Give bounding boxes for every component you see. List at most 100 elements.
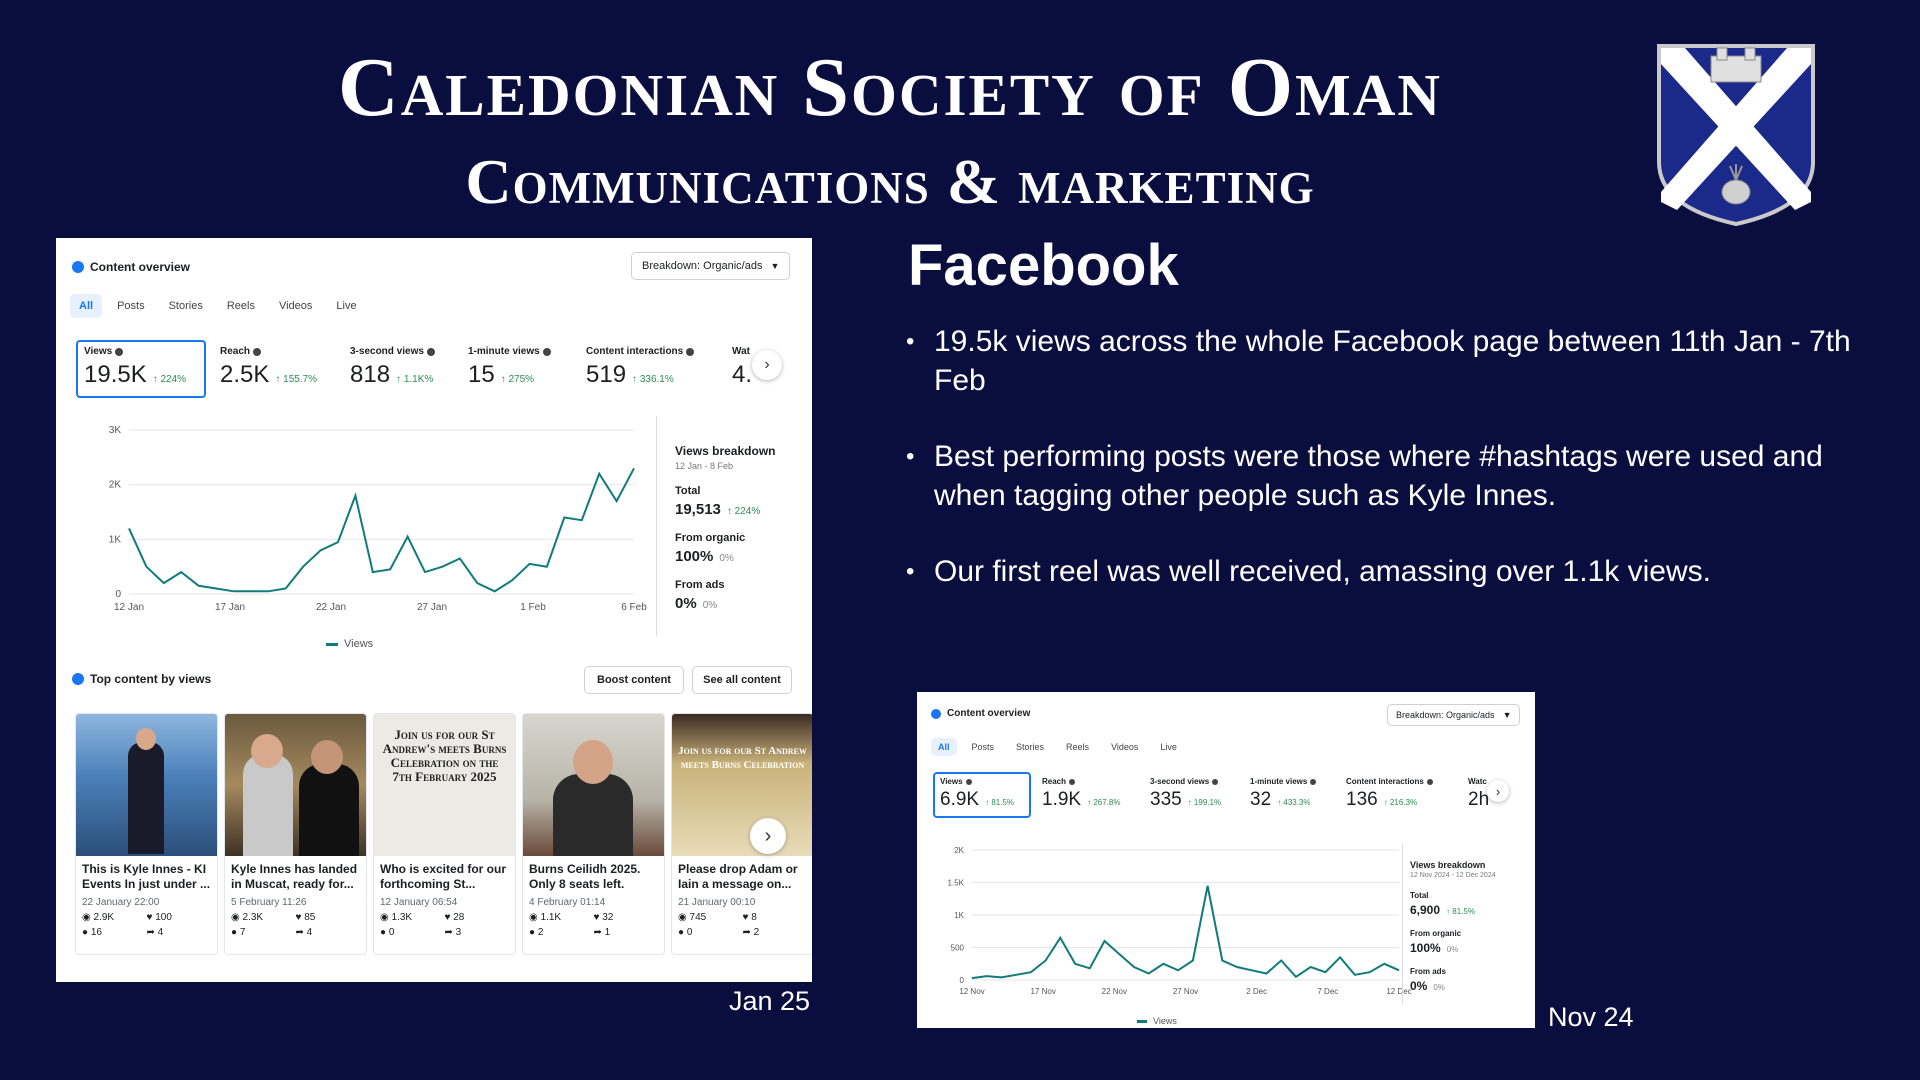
tab-live[interactable]: Live bbox=[1160, 742, 1177, 752]
metric-label: Wat bbox=[732, 346, 750, 357]
metric-change: ↑ 275% bbox=[500, 374, 535, 385]
breakdown-organic-label: From organic bbox=[1410, 929, 1462, 938]
tab-videos[interactable]: Videos bbox=[278, 300, 313, 312]
breakdown-title: Views breakdown bbox=[675, 444, 776, 458]
breakdown-ads-change: 0% bbox=[702, 600, 718, 611]
card-title: Please drop Adam or Iain a message on... bbox=[678, 862, 798, 891]
tab-all[interactable]: All bbox=[931, 738, 957, 756]
tab-all[interactable]: All bbox=[70, 294, 103, 318]
content-card[interactable]: Join us for our St Andrew meets Burns Ce… bbox=[671, 713, 812, 955]
content-tabs: All Posts Stories Reels Videos Live bbox=[931, 738, 1192, 756]
comment-icon: ● bbox=[82, 927, 91, 938]
y-tick-label: 500 bbox=[951, 944, 965, 953]
metric-value: 136 bbox=[1346, 789, 1378, 810]
post-thumbnail: Join us for our St Andrew's meets Burns … bbox=[374, 714, 515, 856]
content-card[interactable]: This is Kyle Innes - KI Events In just u… bbox=[75, 713, 218, 955]
info-icon bbox=[686, 347, 695, 356]
metric-change: ↑ 216.3% bbox=[1383, 798, 1418, 807]
share-icon: ➦ bbox=[295, 927, 307, 938]
card-likes: 85 bbox=[304, 912, 316, 923]
metric-label: 1-minute views bbox=[468, 346, 540, 357]
tab-stories[interactable]: Stories bbox=[168, 300, 203, 312]
breakdown-organic-value: 100% bbox=[1410, 941, 1441, 955]
card-shares: 4 bbox=[306, 927, 313, 938]
metric-content-interactions[interactable]: Content interactions 519 ↑ 336.1% bbox=[580, 340, 726, 398]
tab-posts[interactable]: Posts bbox=[117, 300, 145, 312]
comment-icon: ● bbox=[529, 927, 538, 938]
info-icon bbox=[426, 347, 435, 356]
metric-reach[interactable]: Reach 1.9K ↑ 267.8% bbox=[1037, 772, 1145, 818]
metric-3-second-views[interactable]: 3-second views 335 ↑ 199.1% bbox=[1145, 772, 1245, 818]
facebook-icon bbox=[931, 708, 941, 719]
post-thumbnail bbox=[225, 714, 366, 856]
boost-content-button[interactable]: Boost content bbox=[584, 666, 684, 694]
x-tick-label: 12 Jan bbox=[114, 602, 144, 613]
x-tick-label: 27 Jan bbox=[417, 602, 447, 613]
x-tick-label: 2 Dec bbox=[1246, 987, 1267, 996]
chevron-right-icon[interactable]: › bbox=[750, 818, 786, 854]
card-shares: 2 bbox=[753, 927, 760, 938]
comment-icon: ● bbox=[380, 927, 389, 938]
jan-insights-screenshot: Content overview Breakdown: Organic/ads … bbox=[56, 238, 812, 982]
breakdown-dropdown[interactable]: Breakdown: Organic/ads ▼ bbox=[1387, 704, 1521, 726]
card-title: Who is excited for our forthcoming St... bbox=[380, 862, 507, 891]
metric-value: 4. bbox=[732, 361, 753, 388]
thumbnail-text: Join us for our St Andrew meets Burns Ce… bbox=[678, 745, 807, 771]
tab-reels[interactable]: Reels bbox=[226, 300, 255, 312]
metric-watch-time[interactable]: Wat 4. bbox=[726, 340, 786, 398]
tab-reels[interactable]: Reels bbox=[1066, 742, 1090, 752]
breakdown-dropdown[interactable]: Breakdown: Organic/ads ▼ bbox=[631, 252, 791, 280]
metric-change: ↑ 336.1% bbox=[632, 374, 674, 385]
tab-live[interactable]: Live bbox=[336, 300, 357, 312]
tab-posts[interactable]: Posts bbox=[971, 742, 995, 752]
bullet-item: Our first reel was well received, amassi… bbox=[906, 552, 1866, 591]
y-tick-label: 1K bbox=[954, 911, 964, 920]
content-card[interactable]: Kyle Innes has landed in Muscat, ready f… bbox=[224, 713, 367, 955]
metric-watch-time[interactable]: Watc 2h bbox=[1463, 772, 1513, 818]
chart-legend: Views bbox=[1137, 1016, 1177, 1026]
metric-value: 2h bbox=[1468, 789, 1490, 810]
breakdown-organic-value: 100% bbox=[675, 548, 714, 565]
legend-swatch bbox=[326, 642, 338, 646]
heart-icon: ♥ bbox=[593, 912, 603, 923]
metric-content-interactions[interactable]: Content interactions 136 ↑ 216.3% bbox=[1341, 772, 1463, 818]
post-thumbnail: Join us for our St Andrew meets Burns Ce… bbox=[672, 714, 812, 856]
metric-3-second-views[interactable]: 3-second views 818 ↑ 1.1K% bbox=[344, 340, 462, 398]
tab-videos[interactable]: Videos bbox=[1111, 742, 1139, 752]
divider bbox=[1402, 844, 1403, 1004]
card-views: 2.3K bbox=[242, 912, 264, 923]
see-all-content-button[interactable]: See all content bbox=[692, 666, 792, 694]
metric-value: 15 bbox=[468, 361, 495, 388]
thumbnail-text: Join us for our St Andrew's meets Burns … bbox=[382, 727, 507, 784]
chart-legend: Views bbox=[326, 638, 373, 650]
breakdown-organic-change: 0% bbox=[719, 553, 734, 564]
info-icon bbox=[1069, 778, 1076, 785]
metric-views[interactable]: Views 19.5K ↑ 224% bbox=[76, 340, 206, 398]
breakdown-total-label: Total bbox=[675, 485, 701, 497]
metric-1-minute-views[interactable]: 1-minute views 15 ↑ 275% bbox=[462, 340, 580, 398]
metric-label: Views bbox=[84, 346, 113, 357]
metric-reach[interactable]: Reach 2.5K ↑ 155.7% bbox=[214, 340, 344, 398]
card-title: Kyle Innes has landed in Muscat, ready f… bbox=[231, 862, 358, 891]
metric-label: Content interactions bbox=[1346, 777, 1424, 786]
breakdown-dropdown-label: Breakdown: Organic/ads bbox=[1396, 710, 1495, 720]
heart-icon: ♥ bbox=[742, 912, 752, 923]
heart-icon: ♥ bbox=[146, 912, 156, 923]
metric-label: Content interactions bbox=[586, 346, 684, 357]
info-icon bbox=[1212, 778, 1219, 785]
tab-stories[interactable]: Stories bbox=[1016, 742, 1045, 752]
content-card[interactable]: Burns Ceilidh 2025. Only 8 seats left. 4… bbox=[522, 713, 665, 955]
chevron-right-icon[interactable]: › bbox=[1487, 780, 1509, 802]
views-breakdown: Views breakdown 12 Nov 2024 - 12 Dec 202… bbox=[1410, 860, 1530, 993]
card-stats: ◉ 2.3K ♥ 85 ● 7 ➦ 4 bbox=[225, 908, 366, 938]
bullet-item: Best performing posts were those where #… bbox=[906, 437, 1866, 515]
card-date: 12 January 06:54 bbox=[380, 897, 458, 908]
content-card[interactable]: Join us for our St Andrew's meets Burns … bbox=[373, 713, 516, 955]
breakdown-title: Views breakdown bbox=[1410, 860, 1486, 870]
eye-icon: ◉ bbox=[380, 912, 392, 923]
content-overview-header: Content overview bbox=[72, 260, 190, 274]
card-likes: 100 bbox=[155, 912, 172, 923]
metric-1-minute-views[interactable]: 1-minute views 32 ↑ 433.3% bbox=[1245, 772, 1341, 818]
chevron-right-icon[interactable]: › bbox=[752, 350, 782, 380]
metric-views[interactable]: Views 6.9K ↑ 81.5% bbox=[933, 772, 1031, 818]
